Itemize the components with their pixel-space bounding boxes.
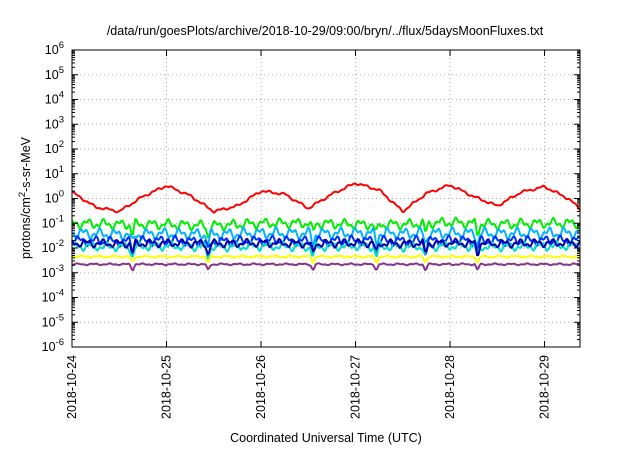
series-line-7 (71, 254, 581, 264)
x-tick-label: 2018-10-25 (160, 355, 174, 419)
y-axis-label: protons/cm2-s-sr-MeV (17, 136, 33, 259)
tick-layer (71, 49, 580, 348)
x-tick-label: 2018-10-29 (538, 355, 552, 419)
series-line-2 (71, 216, 581, 239)
y-tick-label: 10-6 (42, 337, 64, 354)
y-tick-label: 10-1 (42, 213, 64, 230)
x-tick-label: 2018-10-26 (254, 355, 268, 419)
y-tick-label: 10-4 (42, 288, 64, 305)
series-line-1 (71, 182, 581, 214)
series-line-8 (71, 262, 581, 272)
y-tick-label: 105 (45, 65, 64, 82)
x-tick-label: 2018-10-27 (349, 355, 363, 419)
y-tick-label: 104 (45, 90, 64, 107)
y-tick-label: 103 (45, 114, 64, 131)
y-tick-label: 100 (45, 189, 64, 206)
series-layer (71, 182, 581, 272)
x-tick-labels: 2018-10-24 2018-10-25 2018-10-26 2018-10-27… (65, 355, 552, 419)
y-tick-label: 102 (45, 139, 64, 156)
x-tick-label: 2018-10-24 (65, 355, 79, 419)
y-tick-label: 106 (45, 40, 64, 57)
y-tick-label: 10-2 (42, 238, 64, 255)
y-tick-labels: 106 105 104 103 102 101 100 10-1 10-2 10-3 10-4 10-… (42, 40, 64, 354)
y-tick-label: 101 (45, 164, 64, 181)
series-line-6 (71, 237, 581, 257)
y-tick-label: 10-3 (42, 263, 64, 280)
series-line-4 (71, 234, 581, 256)
chart-title: /data/run/goesPlots/archive/2018-10-29/0… (107, 24, 544, 38)
x-tick-label: 2018-10-28 (443, 355, 457, 419)
x-axis-label: Coordinated Universal Time (UTC) (230, 431, 422, 445)
y-tick-label: 10-5 (42, 312, 64, 329)
